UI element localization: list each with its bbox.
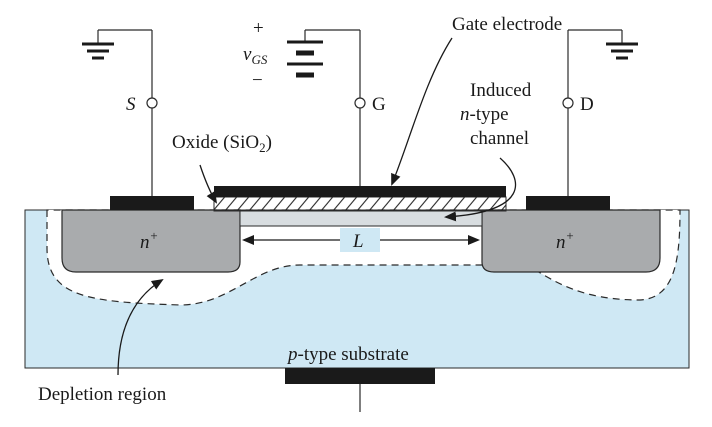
induced-channel-label-line1: Induced [470, 80, 532, 101]
gate-electrode-label: Gate electrode [452, 14, 562, 35]
arrow-icon [444, 157, 517, 222]
gate-label: G [372, 94, 386, 115]
body-contact [285, 368, 435, 384]
source-n-plus-region [61, 209, 241, 273]
induced-channel-label-line2: n-type [460, 104, 509, 125]
drain-contact [526, 196, 610, 210]
oxide-layer [213, 196, 507, 212]
terminal-circle-icon [562, 97, 574, 109]
drain-label: D [580, 94, 594, 115]
ground-icon [82, 42, 114, 60]
induced-channel-label-line3: channel [470, 128, 529, 149]
vgs-label: vGS [243, 44, 268, 67]
source-terminal [97, 29, 158, 196]
oxide-label: Oxide (SiO2) [172, 132, 272, 155]
source-label: S [126, 94, 136, 115]
drain-terminal [562, 29, 623, 196]
n-plus-right-label: n+ [556, 228, 574, 253]
battery-icon [287, 40, 323, 78]
ground-icon [606, 42, 638, 60]
depletion-region-label: Depletion region [38, 384, 167, 405]
vgs-plus-label: + [253, 18, 264, 39]
source-contact [110, 196, 194, 210]
arrow-icon [117, 278, 164, 376]
arrow-icon [199, 164, 218, 204]
terminal-circle-icon [354, 97, 366, 109]
induced-channel [239, 209, 483, 227]
substrate-label: p-type substrate [286, 344, 409, 365]
terminal-circle-icon [146, 97, 158, 109]
gate-electrode [214, 186, 506, 197]
drain-n-plus-region [481, 209, 661, 273]
vgs-minus-label: − [252, 70, 263, 91]
n-plus-left-label: n+ [140, 228, 158, 253]
gate-terminal [304, 29, 366, 186]
arrow-icon [391, 37, 453, 186]
length-label: L [352, 231, 364, 252]
